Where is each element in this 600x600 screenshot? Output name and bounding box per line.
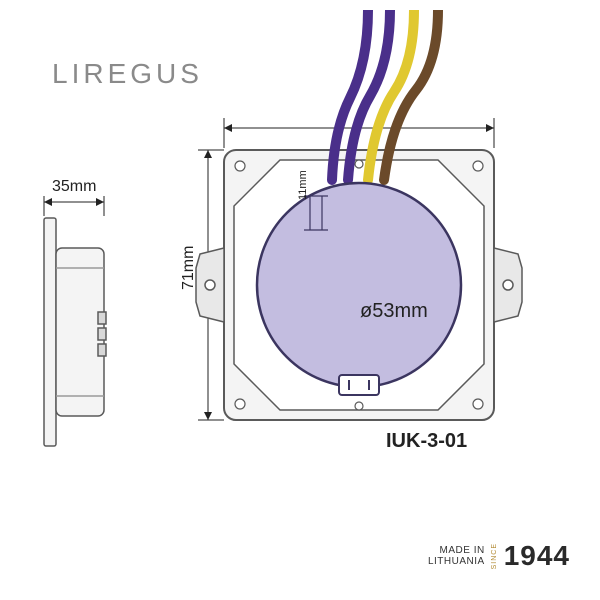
year-label: 1944 xyxy=(504,540,570,572)
height-dimension: 71mm xyxy=(180,246,198,290)
made-in-text: MADE IN LITHUANIA xyxy=(428,545,485,567)
made-in-badge: MADE IN LITHUANIA SINCE 1944 xyxy=(428,540,570,572)
since-label: SINCE xyxy=(491,543,498,569)
side-view xyxy=(10,170,150,470)
made-in-line1: MADE IN xyxy=(428,545,485,556)
diameter-dimension: ø53mm xyxy=(360,300,428,323)
depth-dimension: 35mm xyxy=(52,178,96,196)
made-in-line2: LITHUANIA xyxy=(428,556,485,567)
diagram-canvas: LIREGUS 35mm xyxy=(0,0,600,600)
model-number: IUK-3-01 xyxy=(386,430,467,453)
front-view xyxy=(170,10,570,470)
inner-dimension: 11mm xyxy=(297,170,309,200)
